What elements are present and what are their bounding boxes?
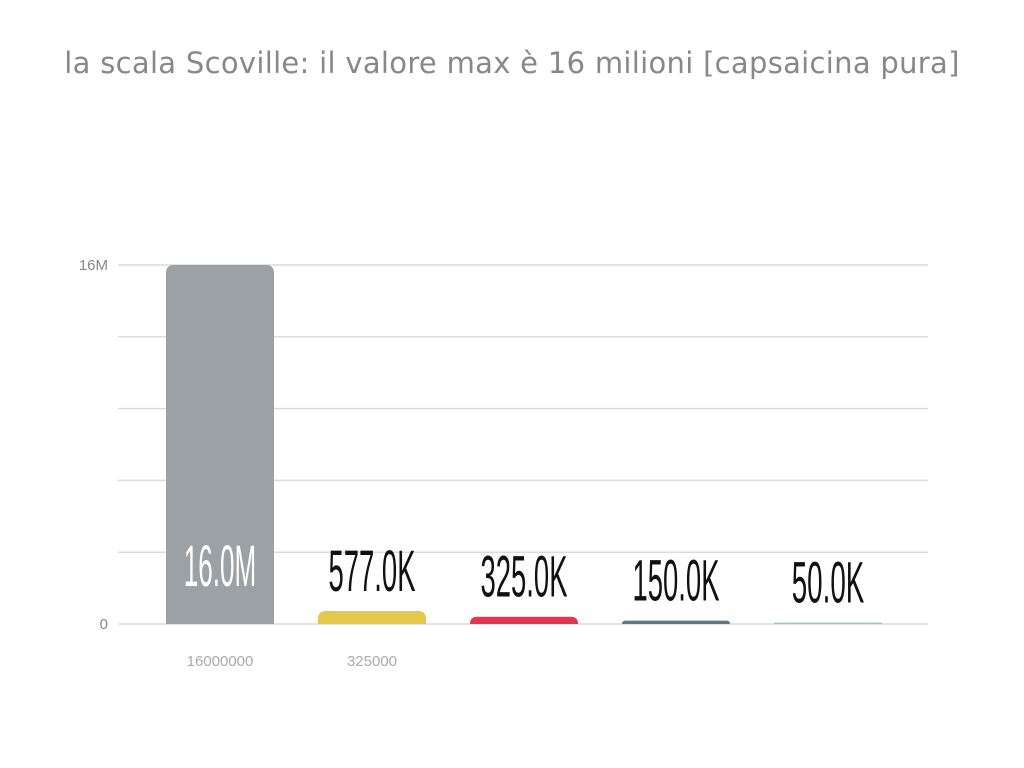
y-tick-label: 0 bbox=[100, 616, 108, 633]
chart-title: la scala Scoville: il valore max è 16 mi… bbox=[64, 46, 960, 80]
value-label: 325.0K bbox=[481, 545, 568, 610]
bar bbox=[166, 265, 274, 624]
bar bbox=[318, 611, 426, 624]
bar bbox=[774, 622, 882, 624]
value-label: 50.0K bbox=[792, 551, 865, 616]
value-label: 16.0M bbox=[184, 534, 257, 599]
bar bbox=[622, 620, 730, 624]
y-tick-label: 16M bbox=[79, 257, 108, 274]
bar bbox=[470, 616, 578, 624]
x-tick-label: 16000000 bbox=[187, 653, 254, 670]
value-label: 577.0K bbox=[329, 539, 416, 604]
x-tick-label: 325000 bbox=[347, 653, 397, 670]
value-label: 150.0K bbox=[633, 549, 720, 614]
